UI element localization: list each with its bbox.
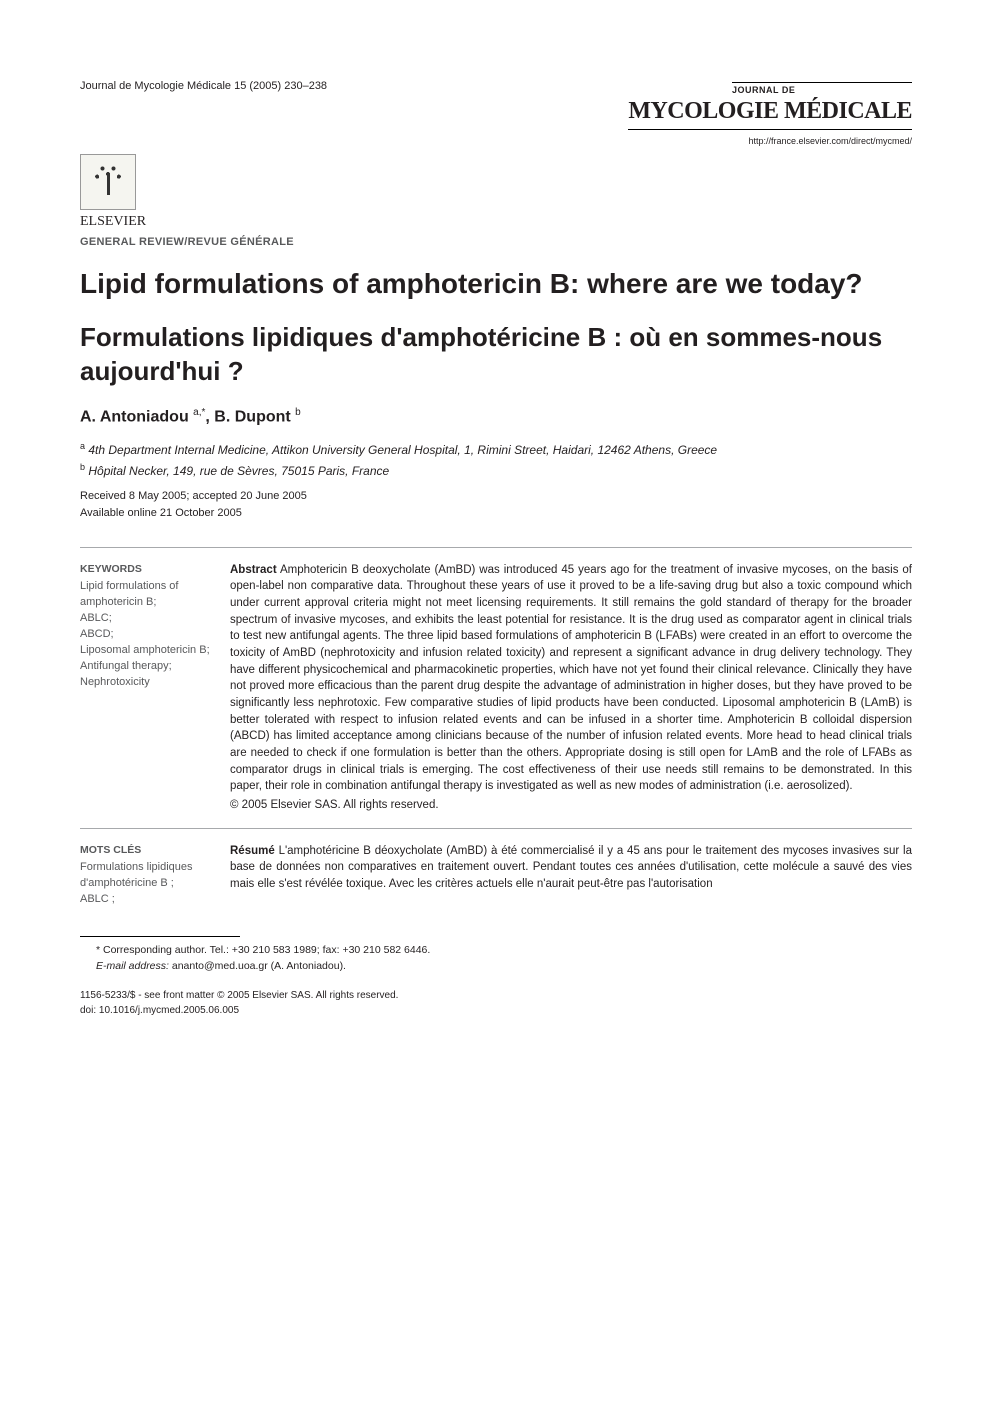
- dates-block: Received 8 May 2005; accepted 20 June 20…: [80, 488, 912, 523]
- journal-brand-box: JOURNAL DE MYCOLOGIE MÉDICALE http://fra…: [628, 80, 912, 146]
- motscles-column: MOTS CLÉS Formulations lipidiques d'amph…: [80, 843, 230, 908]
- affil-a-text: 4th Department Internal Medicine, Attiko…: [85, 443, 717, 457]
- bottom-meta: 1156-5233/$ - see front matter © 2005 El…: [80, 988, 912, 1018]
- resume-section: MOTS CLÉS Formulations lipidiques d'amph…: [80, 828, 912, 908]
- received-date: Received 8 May 2005; accepted 20 June 20…: [80, 488, 912, 506]
- journal-url: http://france.elsevier.com/direct/mycmed…: [628, 136, 912, 146]
- issn-line: 1156-5233/$ - see front matter © 2005 El…: [80, 988, 912, 1003]
- available-date: Available online 21 October 2005: [80, 505, 912, 523]
- motscles-heading: MOTS CLÉS: [80, 843, 216, 858]
- abstract-label: Abstract: [230, 564, 277, 576]
- author-b-sup: b: [295, 407, 301, 418]
- author-b: , B. Dupont: [205, 408, 295, 425]
- corresponding-footnote: * Corresponding author. Tel.: +30 210 58…: [80, 943, 912, 975]
- corr-author-line: * Corresponding author. Tel.: +30 210 58…: [96, 943, 912, 959]
- resume-column: Résumé L'amphotéricine B déoxycholate (A…: [230, 843, 912, 908]
- keywords-items: Lipid formulations of amphotericin B; AB…: [80, 579, 216, 691]
- doi-line: doi: 10.1016/j.mycmed.2005.06.005: [80, 1003, 912, 1018]
- keywords-heading: KEYWORDS: [80, 562, 216, 577]
- abstract-column: Abstract Amphotericin B deoxycholate (Am…: [230, 562, 912, 814]
- keywords-column: KEYWORDS Lipid formulations of amphoteri…: [80, 562, 230, 814]
- section-label: GENERAL REVIEW/REVUE GÉNÉRALE: [80, 236, 912, 248]
- email-label: E-mail address:: [96, 960, 169, 972]
- journal-ref: Journal de Mycologie Médicale 15 (2005) …: [80, 80, 327, 92]
- header-row: Journal de Mycologie Médicale 15 (2005) …: [80, 80, 912, 146]
- author-a-sup: a,*: [193, 407, 205, 418]
- author-a: A. Antoniadou: [80, 408, 193, 425]
- article-title-en: Lipid formulations of amphotericin B: wh…: [80, 266, 912, 301]
- article-title-fr: Formulations lipidiques d'amphotéricine …: [80, 321, 912, 389]
- email-line: E-mail address: ananto@med.uoa.gr (A. An…: [96, 959, 912, 975]
- brand-name: MYCOLOGIE MÉDICALE: [628, 98, 912, 130]
- resume-label: Résumé: [230, 845, 275, 857]
- affiliation-b: b Hôpital Necker, 149, rue de Sèvres, 75…: [80, 461, 912, 480]
- elsevier-tree-icon: [80, 154, 136, 210]
- elsevier-logo-block: ELSEVIER: [80, 154, 912, 230]
- elsevier-name: ELSEVIER: [80, 214, 146, 230]
- abstract-copyright: © 2005 Elsevier SAS. All rights reserved…: [230, 797, 912, 814]
- abstract-section: KEYWORDS Lipid formulations of amphoteri…: [80, 547, 912, 814]
- abstract-body: Amphotericin B deoxycholate (AmBD) was i…: [230, 564, 912, 793]
- authors-line: A. Antoniadou a,*, B. Dupont b: [80, 407, 912, 426]
- affil-b-text: Hôpital Necker, 149, rue de Sèvres, 7501…: [85, 464, 389, 478]
- brand-label: JOURNAL DE: [732, 82, 912, 95]
- affiliation-a: a 4th Department Internal Medicine, Atti…: [80, 440, 912, 459]
- email-value: ananto@med.uoa.gr (A. Antoniadou).: [169, 960, 346, 972]
- motscles-items: Formulations lipidiques d'amphotéricine …: [80, 860, 216, 908]
- footnote-rule: [80, 936, 240, 937]
- resume-body: L'amphotéricine B déoxycholate (AmBD) à …: [230, 845, 912, 890]
